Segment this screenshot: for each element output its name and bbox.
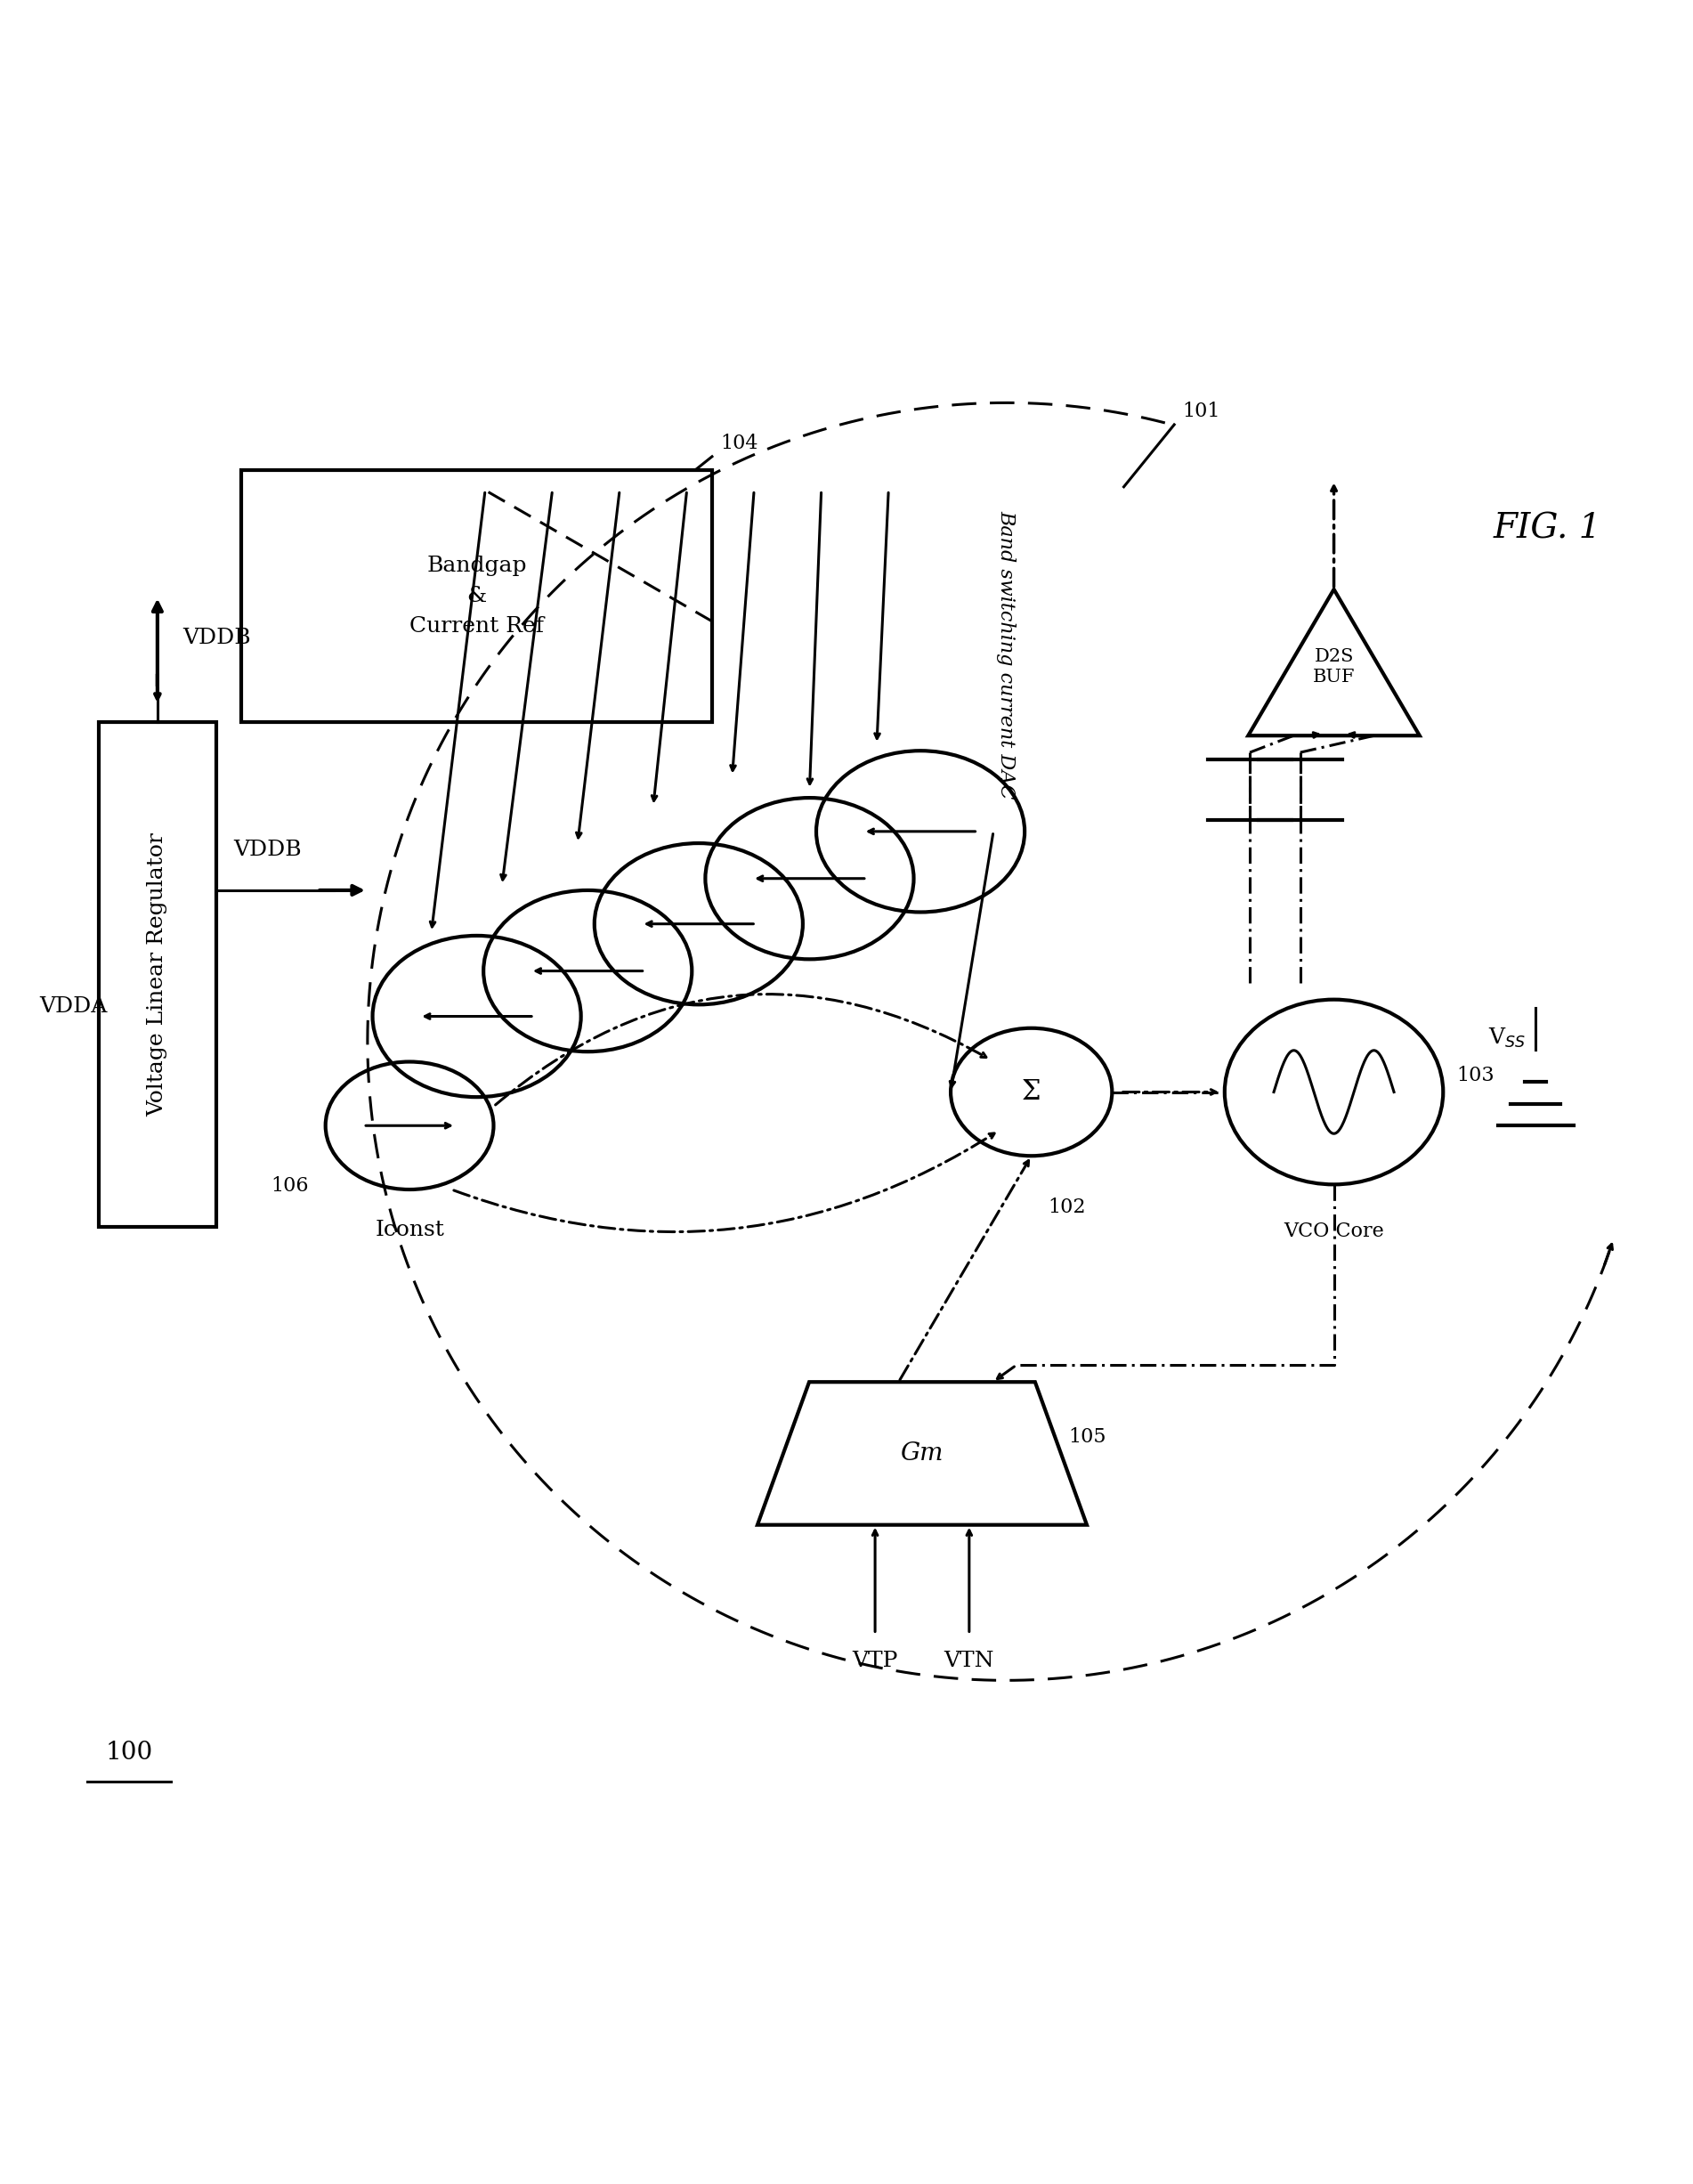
Text: VDDA: VDDA xyxy=(41,996,108,1016)
Text: VDDB: VDDB xyxy=(183,627,251,649)
Text: 101: 101 xyxy=(1183,402,1221,422)
Bar xyxy=(98,723,217,1227)
Text: D2S
BUF: D2S BUF xyxy=(1312,649,1354,686)
Text: 105: 105 xyxy=(1068,1426,1106,1446)
Text: VTP: VTP xyxy=(852,1651,897,1671)
Text: 104: 104 xyxy=(721,435,758,454)
Text: 106: 106 xyxy=(271,1175,308,1195)
Text: Bandgap
&
Current Ref: Bandgap & Current Ref xyxy=(410,555,543,636)
Text: Iconst: Iconst xyxy=(374,1219,444,1241)
Text: 102: 102 xyxy=(1048,1197,1085,1216)
Text: V$_{SS}$: V$_{SS}$ xyxy=(1488,1026,1525,1051)
Text: FIG. 1: FIG. 1 xyxy=(1493,513,1602,546)
Text: VDDB: VDDB xyxy=(234,839,301,860)
Bar xyxy=(242,470,713,723)
Text: Band switching current DAC: Band switching current DAC xyxy=(997,511,1016,799)
Text: VTN: VTN xyxy=(945,1651,994,1671)
Text: VCO Core: VCO Core xyxy=(1283,1221,1385,1241)
Text: Σ: Σ xyxy=(1023,1079,1041,1105)
Text: 103: 103 xyxy=(1456,1066,1495,1085)
Text: 100: 100 xyxy=(105,1741,152,1765)
Text: Voltage Linear Regulator: Voltage Linear Regulator xyxy=(147,832,168,1116)
Text: Gm: Gm xyxy=(901,1441,943,1465)
